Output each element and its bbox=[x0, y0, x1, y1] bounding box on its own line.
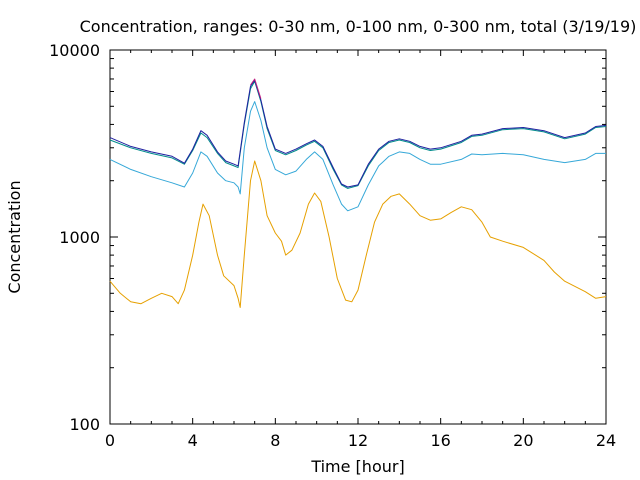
x-tick-label: 12 bbox=[348, 431, 368, 450]
y-axis-label: Concentration bbox=[5, 180, 24, 293]
chart-title: Concentration, ranges: 0-30 nm, 0-100 nm… bbox=[80, 17, 637, 36]
series-line-3 bbox=[109, 80, 607, 189]
x-axis-ticks: 0 4 8 12 16 20 24 bbox=[105, 50, 616, 450]
x-tick-label: 8 bbox=[270, 431, 280, 450]
plot-area-frame bbox=[109, 49, 607, 425]
series-lines bbox=[109, 78, 607, 308]
series-line-1 bbox=[109, 160, 607, 308]
x-tick-label: 0 bbox=[105, 431, 115, 450]
y-tick-label: 100 bbox=[69, 415, 100, 434]
y-axis-ticks: 100 1000 10000 bbox=[49, 41, 606, 434]
y-tick-label: 10000 bbox=[49, 41, 100, 60]
series-line-4 bbox=[109, 79, 607, 188]
x-tick-label: 16 bbox=[430, 431, 450, 450]
x-tick-label: 24 bbox=[596, 431, 616, 450]
series-line-5 bbox=[250, 78, 262, 99]
minor-tick-group bbox=[110, 50, 606, 424]
x-tick-label: 4 bbox=[188, 431, 198, 450]
series-line-2 bbox=[109, 101, 606, 212]
y-tick-label: 1000 bbox=[59, 228, 100, 247]
x-axis-label: Time [hour] bbox=[310, 457, 404, 476]
x-tick-label: 20 bbox=[513, 431, 533, 450]
